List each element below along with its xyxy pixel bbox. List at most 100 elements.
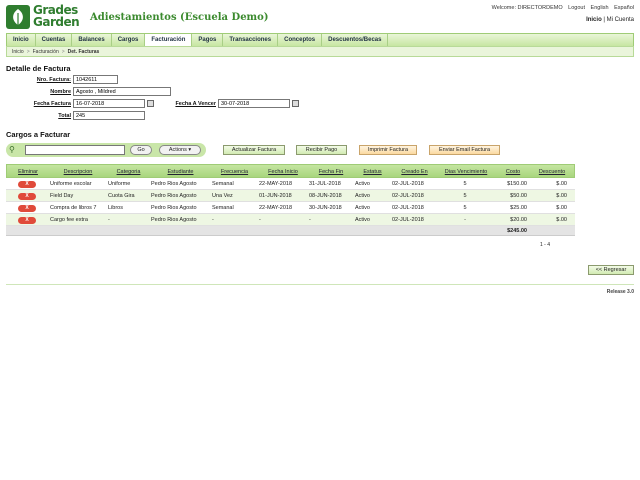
search-icon[interactable]: ⚲ [9, 145, 15, 154]
nav-tab-5[interactable]: Pagos [192, 34, 224, 46]
grid-footer: $245.00 [6, 226, 575, 236]
table-cell: $50.00 [510, 193, 527, 199]
account-links: Inicio | Mi Cuenta [586, 17, 634, 23]
table-cell: 5 [463, 205, 467, 211]
enviar-email-factura-button[interactable]: Enviar Email Factura [429, 145, 500, 155]
breadcrumb-item[interactable]: Inicio [12, 49, 24, 55]
table-cell: - [309, 217, 311, 223]
table-cell: $.00 [556, 217, 567, 223]
detalle-title: Detalle de Factura [6, 64, 71, 73]
table-cell: 31-JUL-2018 [309, 181, 341, 187]
column-header[interactable]: Creado En [401, 169, 428, 175]
fecha-factura-label: Fecha Factura [33, 100, 71, 107]
mi-cuenta-link[interactable]: Mi Cuenta [606, 17, 634, 23]
table-row: X Field Day Cuota Gira Pedro Rios Agosto Una… [6, 190, 575, 202]
column-header[interactable]: Descuento [538, 169, 566, 175]
table-cell: Semanal [212, 181, 234, 187]
nav-tab-7[interactable]: Conceptos [278, 34, 323, 46]
calendar-icon[interactable] [147, 100, 154, 107]
go-button[interactable]: Go [130, 145, 152, 155]
delete-button[interactable]: X [18, 217, 36, 224]
logout-link[interactable]: Logout [568, 5, 585, 11]
breadcrumb-separator: > [26, 49, 30, 55]
column-header[interactable]: Estatus [363, 169, 382, 175]
calendar-icon[interactable] [292, 100, 299, 107]
english-link[interactable]: English [590, 5, 609, 11]
regresar-button[interactable]: << Regresar [588, 265, 634, 275]
nombre-input[interactable] [73, 87, 171, 96]
espanol-link[interactable]: Español [614, 5, 634, 11]
nav-tab-4[interactable]: Facturación [145, 34, 193, 46]
nav-tab-8[interactable]: Descuentos/Becas [322, 34, 389, 46]
table-cell: $.00 [556, 181, 567, 187]
nav-tab-2[interactable]: Balances [72, 34, 112, 46]
nav-tab-1[interactable]: Cuentas [36, 34, 73, 46]
nav-tab-6[interactable]: Transacciones [223, 34, 279, 46]
table-cell: Pedro Rios Agosto [151, 193, 197, 199]
table-cell: Uniforme escolar [50, 181, 92, 187]
delete-button[interactable]: X [18, 193, 36, 200]
table-cell: Una Vez [212, 193, 233, 199]
column-header[interactable]: Costo [505, 169, 521, 175]
table-row: X Uniforme escolar Uniforme Pedro Rios Agos… [6, 178, 575, 190]
column-header[interactable]: Fecha Inicio [268, 169, 298, 175]
table-cell: Pedro Rios Agosto [151, 181, 197, 187]
footer-cell [531, 226, 571, 235]
nav-tab-0[interactable]: Inicio [7, 34, 36, 46]
table-cell: Activo [355, 217, 370, 223]
table-cell: Activo [355, 193, 370, 199]
table-cell: Cargo fee extra [50, 217, 88, 223]
main-nav: Inicio Cuentas Balances Cargos Facturación Pa… [6, 33, 634, 46]
delete-cell: X [6, 202, 48, 213]
table-cell: Pedro Rios Agosto [151, 217, 197, 223]
fecha-vencer-input[interactable] [218, 99, 290, 108]
delete-button[interactable]: X [18, 205, 36, 212]
column-header[interactable]: Categoria [116, 169, 141, 175]
nav-tab-3[interactable]: Cargos [112, 34, 146, 46]
imprimir-factura-button[interactable]: Imprimir Factura [359, 145, 417, 155]
recibir-pago-button[interactable]: Recibir Pago [296, 145, 347, 155]
inicio-link[interactable]: Inicio [586, 17, 602, 23]
actions-menu-button[interactable]: Actions ▾ [159, 145, 201, 155]
column-header[interactable]: Eliminar [18, 169, 38, 175]
separator: | [603, 17, 605, 23]
table-cell: - [464, 217, 466, 223]
grades-garden-logo[interactable]: Grades Garden [6, 4, 84, 31]
table-cell: $.00 [556, 193, 567, 199]
fecha-factura-input[interactable] [73, 99, 145, 108]
nro-factura-input[interactable] [73, 75, 118, 84]
nombre-label: Nombre [50, 88, 71, 95]
fecha-vencer-label: Fecha A Vencer [175, 100, 216, 107]
breadcrumb: Inicio > Facturación > Det. Facturas [6, 46, 634, 57]
grid-total: $245.00 [507, 228, 527, 234]
table-row: X Cargo fee extra - Pedro Rios Agosto - - - Act… [6, 214, 575, 226]
search-input[interactable] [25, 145, 125, 155]
delete-button[interactable]: X [18, 181, 36, 188]
app-title: Adiestamientos (Escuela Demo) [90, 12, 269, 23]
column-header[interactable]: Fecha Fin [318, 169, 344, 175]
table-cell: $.00 [556, 205, 567, 211]
footer-cell [307, 226, 353, 235]
table-cell: - [259, 217, 261, 223]
breadcrumb-item[interactable]: Facturación [32, 49, 59, 55]
footer-cell [210, 226, 257, 235]
column-header[interactable]: Descripcion [63, 169, 93, 175]
column-header[interactable]: Estudiante [167, 169, 194, 175]
column-header[interactable]: Dias Vencimiento [444, 169, 488, 175]
nro-factura-label: Nro. Factura: [36, 76, 71, 83]
total-input[interactable] [73, 111, 145, 120]
cargos-grid: Eliminar Descripcion Categoria Estudiante Fr… [6, 164, 575, 236]
table-cell: Libros [108, 205, 123, 211]
table-row: X Compra de libros 7 Libros Pedro Rios Agos… [6, 202, 575, 214]
table-cell: $25.00 [510, 205, 527, 211]
cargos-title: Cargos a Facturar [6, 130, 71, 139]
column-header[interactable]: Frecuencia [220, 169, 249, 175]
header: Grades Garden Adiestamientos (Escuela De… [0, 0, 640, 34]
welcome-text: Welcome: DIRECTORDEMO [491, 5, 563, 11]
table-cell: 02-JUL-2018 [392, 217, 424, 223]
actualizar-factura-button[interactable]: Actualizar Factura [223, 145, 285, 155]
table-cell: Pedro Rios Agosto [151, 205, 197, 211]
table-cell: Activo [355, 181, 370, 187]
footer-cell [390, 226, 437, 235]
footer-cell [6, 226, 48, 235]
